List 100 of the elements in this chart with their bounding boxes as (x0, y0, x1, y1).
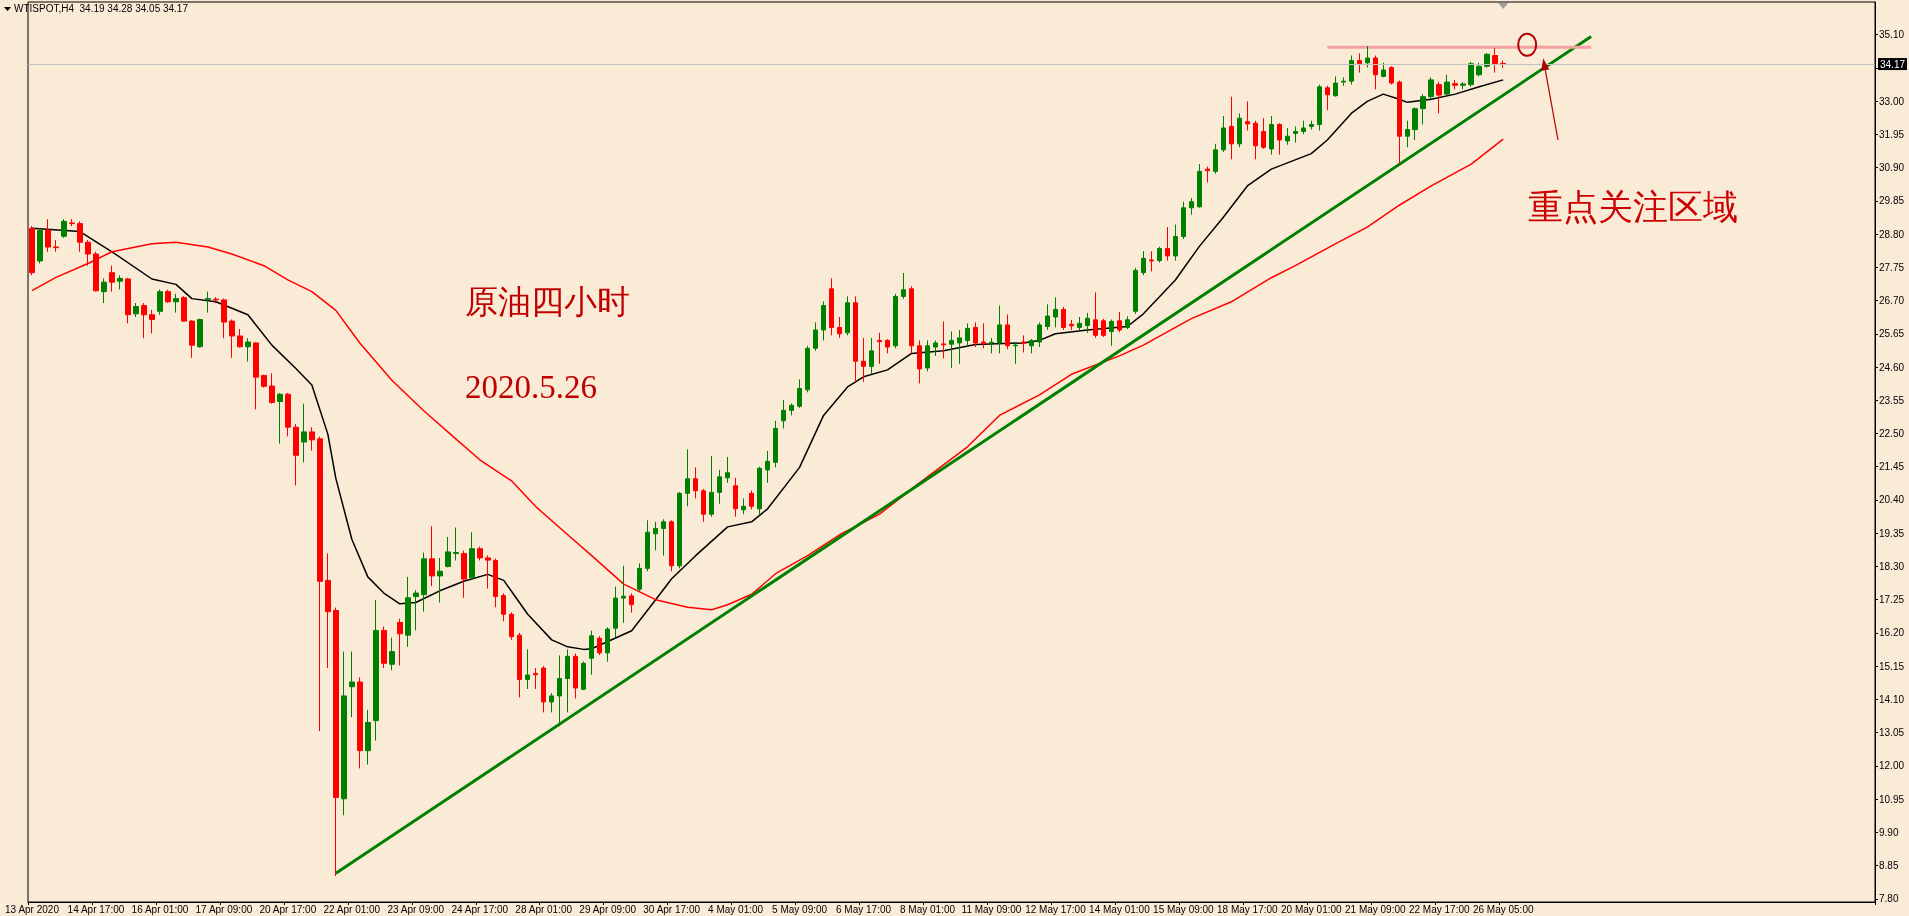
y-tick-label: 9.90 (1879, 826, 1899, 838)
candlestick (1069, 319, 1074, 331)
candlestick (1476, 62, 1482, 77)
y-tick-label: 12.00 (1879, 760, 1905, 772)
candlestick (917, 339, 922, 384)
x-tick-label: 4 May 01:00 (708, 903, 764, 915)
candlestick (117, 274, 123, 290)
candlestick (381, 626, 387, 669)
candlestick (157, 288, 163, 316)
candlestick (685, 448, 690, 507)
candlestick (885, 338, 890, 354)
candlestick (1093, 291, 1098, 339)
candlestick (1373, 55, 1378, 90)
candlestick (1277, 122, 1282, 156)
candlestick (1412, 106, 1418, 141)
candlestick (173, 293, 179, 314)
candlestick (1452, 79, 1458, 90)
candlestick (429, 525, 435, 587)
candlestick (877, 332, 882, 365)
candlestick (149, 309, 155, 334)
candlestick (1157, 246, 1162, 264)
candlestick (901, 272, 906, 300)
candlestick (101, 277, 107, 304)
candlestick (357, 676, 363, 769)
y-tick-label: 35.10 (1879, 29, 1905, 41)
candlestick (165, 289, 171, 304)
candlestick (1460, 81, 1466, 90)
y-tick-label: 7.80 (1879, 893, 1899, 905)
candlestick (661, 518, 666, 557)
x-tick-label: 20 May 01:00 (1281, 903, 1343, 915)
y-tick-label: 31.95 (1879, 128, 1905, 140)
candlestick (1357, 52, 1362, 74)
candlestick (125, 277, 131, 324)
x-tick-label: 18 May 17:00 (1217, 903, 1279, 915)
candlestick (1037, 321, 1042, 348)
candlestick (909, 285, 914, 354)
candlestick (677, 491, 682, 569)
candlestick (141, 302, 147, 339)
x-tick-label: 26 May 05:00 (1472, 903, 1534, 915)
candlestick (317, 436, 323, 732)
candlestick (693, 466, 698, 499)
annotation: 重点关注区域 (1528, 188, 1738, 227)
candlestick (237, 328, 243, 349)
y-tick-label: 10.95 (1879, 793, 1905, 805)
candlestick (1173, 224, 1178, 262)
candlestick (1301, 120, 1306, 135)
x-tick-label: 6 May 17:00 (836, 903, 892, 915)
candlestick (333, 607, 339, 877)
candlestick (1213, 143, 1218, 175)
candlestick (789, 402, 794, 416)
candlestick (1253, 120, 1258, 160)
candlestick (493, 558, 498, 608)
candlestick (1309, 120, 1314, 131)
candlestick (349, 651, 355, 718)
candlestick (725, 456, 730, 484)
text: 原油四小时 (465, 283, 630, 320)
candlestick (1205, 166, 1210, 183)
y-tick-label: 20.40 (1879, 494, 1905, 506)
candlestick (389, 637, 395, 671)
candlestick (973, 321, 978, 348)
candlestick (949, 331, 954, 369)
candlestick (1149, 250, 1154, 272)
candlestick (301, 403, 307, 463)
candlestick (365, 709, 371, 766)
candlestick (533, 667, 538, 690)
y-tick-label: 28.80 (1879, 228, 1905, 240)
candlestick (853, 295, 858, 383)
candlestick (1005, 313, 1010, 350)
candlestick (29, 225, 35, 276)
candlestick (1484, 52, 1490, 69)
y-tick-label: 25.65 (1879, 328, 1905, 340)
candlestick (69, 218, 75, 227)
candlestick (821, 300, 826, 341)
candlestick (605, 626, 610, 663)
y-tick-label: 30.90 (1879, 162, 1905, 174)
y-tick-label: 13.05 (1879, 727, 1905, 739)
x-tick-label: 13 Apr 2020 (5, 903, 60, 915)
candlestick (1101, 318, 1106, 338)
candlestick (53, 239, 59, 253)
candlestick (1405, 120, 1410, 148)
candlestick (1061, 306, 1066, 331)
candlestick (1229, 96, 1234, 160)
x-tick-label: 8 May 01:00 (899, 903, 956, 915)
candlestick (413, 589, 419, 631)
candlestick (1197, 163, 1202, 209)
y-tick-label: 27.75 (1879, 261, 1905, 273)
x-tick-label: 23 Apr 09:00 (387, 903, 445, 915)
y-tick-label: 29.85 (1879, 195, 1905, 207)
candlestick (781, 399, 786, 429)
y-tick-label: 17.25 (1879, 594, 1905, 606)
candlestick (701, 488, 706, 523)
candlestick (485, 554, 491, 590)
candlestick (1109, 319, 1114, 347)
candlestick (397, 618, 403, 667)
candlestick (1468, 61, 1474, 88)
candlestick (1436, 81, 1442, 114)
candlestick (37, 227, 43, 264)
candlestick (1245, 100, 1250, 132)
candlestick (1500, 60, 1506, 69)
candlestick (1444, 74, 1450, 96)
